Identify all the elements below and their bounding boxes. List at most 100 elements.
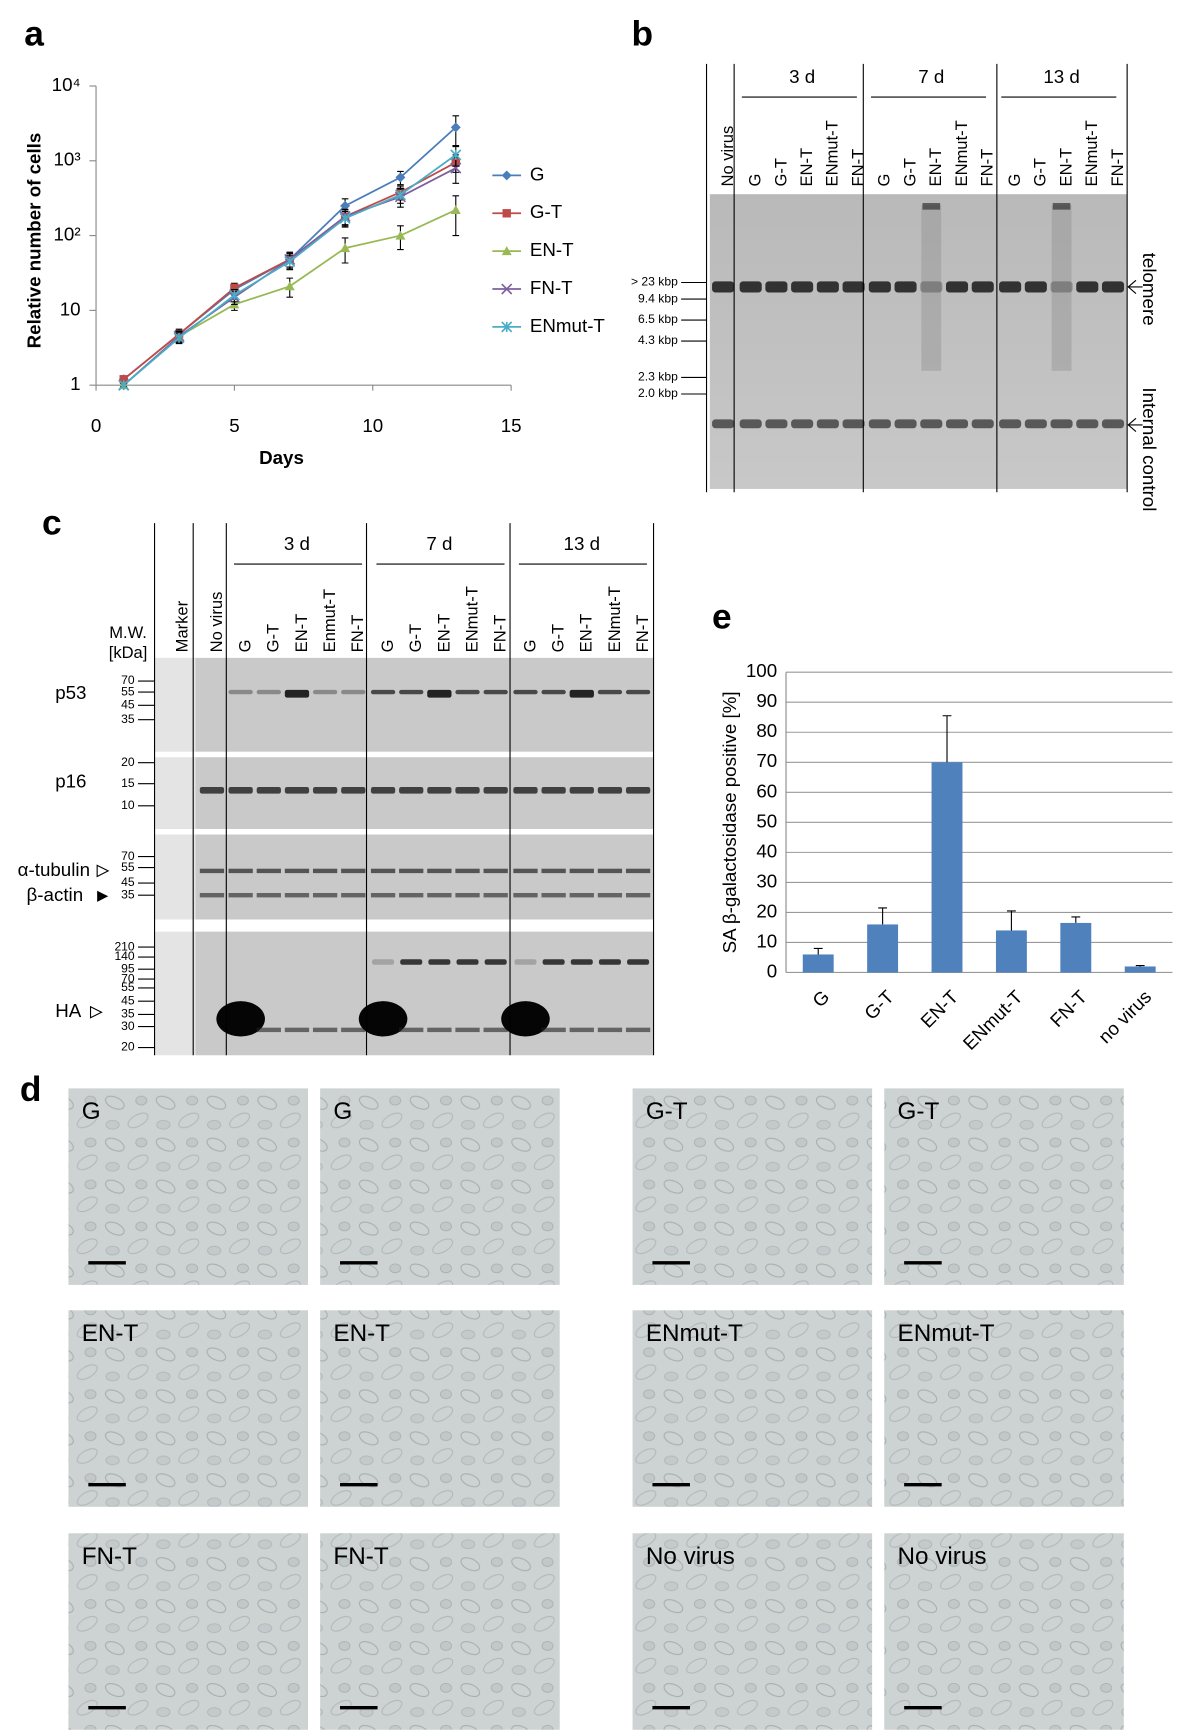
row-label: α-tubulin bbox=[18, 859, 90, 880]
row-label: β-actin bbox=[26, 884, 83, 905]
band bbox=[1050, 419, 1073, 429]
mw-label: 55 bbox=[121, 980, 135, 994]
band bbox=[513, 689, 538, 695]
micrograph-label: FN-T bbox=[333, 1543, 388, 1570]
band bbox=[625, 1027, 651, 1033]
point bbox=[284, 255, 296, 268]
band bbox=[894, 281, 917, 293]
band bbox=[765, 419, 788, 429]
x-tick-label: no virus bbox=[1094, 986, 1155, 1047]
point bbox=[394, 189, 406, 201]
band bbox=[920, 419, 943, 429]
band bbox=[625, 787, 651, 794]
band bbox=[791, 419, 814, 429]
band bbox=[569, 787, 594, 794]
mw-label: 45 bbox=[121, 875, 135, 889]
blot bbox=[195, 834, 654, 920]
band bbox=[712, 419, 735, 429]
band bbox=[399, 787, 424, 794]
band bbox=[483, 787, 508, 794]
point bbox=[450, 149, 462, 161]
actin-arrow bbox=[97, 890, 109, 902]
band bbox=[597, 689, 623, 695]
gel bbox=[709, 194, 1128, 489]
band bbox=[427, 689, 452, 698]
lane-label: G bbox=[520, 639, 539, 652]
y-tick-label: 40 bbox=[756, 840, 777, 861]
band bbox=[513, 868, 538, 874]
band bbox=[312, 1027, 338, 1033]
lane-label: G-T bbox=[771, 158, 790, 186]
band bbox=[284, 689, 310, 698]
blot bbox=[195, 657, 654, 752]
point bbox=[173, 332, 185, 344]
group-label: 3 d bbox=[789, 66, 815, 87]
band bbox=[456, 959, 479, 965]
band bbox=[1101, 281, 1125, 293]
lane-label: ENmut-T bbox=[605, 586, 624, 652]
lane-label: No virus bbox=[718, 126, 737, 187]
band bbox=[256, 868, 281, 874]
point bbox=[340, 243, 351, 253]
band bbox=[483, 892, 508, 898]
micrograph bbox=[632, 1088, 873, 1285]
error-bar bbox=[1006, 910, 1016, 931]
band bbox=[228, 892, 253, 898]
band bbox=[256, 892, 281, 898]
band-arrow bbox=[1127, 417, 1143, 432]
size-marker: 2.0 kbp bbox=[638, 386, 678, 400]
band bbox=[199, 892, 225, 898]
band bbox=[312, 787, 338, 794]
point bbox=[230, 283, 239, 293]
micrograph-label: G bbox=[333, 1098, 352, 1125]
band bbox=[483, 868, 508, 874]
band bbox=[765, 281, 788, 293]
y-tick-label: 100 bbox=[746, 660, 777, 681]
band bbox=[312, 689, 338, 695]
lane-label: FN-T bbox=[633, 615, 652, 653]
lane-label: FN-T bbox=[491, 615, 510, 653]
y-tick-label: 50 bbox=[756, 810, 777, 831]
y-tick-label: 80 bbox=[756, 720, 777, 741]
band bbox=[199, 787, 225, 794]
lane-label: ENmut-T bbox=[462, 586, 481, 652]
lane-label: G-T bbox=[900, 158, 919, 186]
band bbox=[284, 892, 310, 898]
band bbox=[427, 892, 452, 898]
band-label: telomere bbox=[1139, 253, 1160, 326]
mw-label: 35 bbox=[121, 887, 135, 901]
tubulin-arrow bbox=[96, 864, 110, 878]
lane-label: G-T bbox=[1031, 158, 1050, 186]
band bbox=[999, 281, 1022, 293]
micrograph bbox=[68, 1088, 309, 1285]
band bbox=[868, 281, 891, 293]
band bbox=[399, 1027, 424, 1033]
micrograph-label: No virus bbox=[646, 1543, 735, 1570]
band bbox=[597, 1027, 623, 1033]
band bbox=[1076, 419, 1099, 429]
band bbox=[842, 281, 865, 293]
band-label: Internal control bbox=[1139, 387, 1160, 511]
micrograph bbox=[320, 1088, 560, 1285]
micrograph bbox=[320, 1533, 560, 1730]
legend-label: FN-T bbox=[530, 277, 573, 298]
lane-label: EN-T bbox=[797, 148, 816, 187]
band bbox=[598, 959, 621, 965]
panel-letter: e bbox=[712, 598, 732, 637]
band bbox=[542, 959, 565, 965]
lane-label: G bbox=[378, 639, 397, 652]
band bbox=[455, 892, 480, 898]
band bbox=[739, 419, 762, 429]
size-marker: 2.3 kbp bbox=[638, 370, 678, 384]
band bbox=[1024, 281, 1047, 293]
x-tick-label: G bbox=[808, 986, 833, 1011]
mw-label: 30 bbox=[121, 1019, 135, 1033]
error-bar bbox=[813, 947, 823, 955]
band bbox=[541, 868, 566, 874]
lane-label: G bbox=[1005, 174, 1024, 187]
band bbox=[228, 689, 253, 695]
point bbox=[450, 122, 461, 133]
lane-label: ENmut-T bbox=[952, 120, 971, 186]
size-marker: 9.4 kbp bbox=[638, 291, 678, 305]
lane-label: EN-T bbox=[292, 614, 311, 653]
